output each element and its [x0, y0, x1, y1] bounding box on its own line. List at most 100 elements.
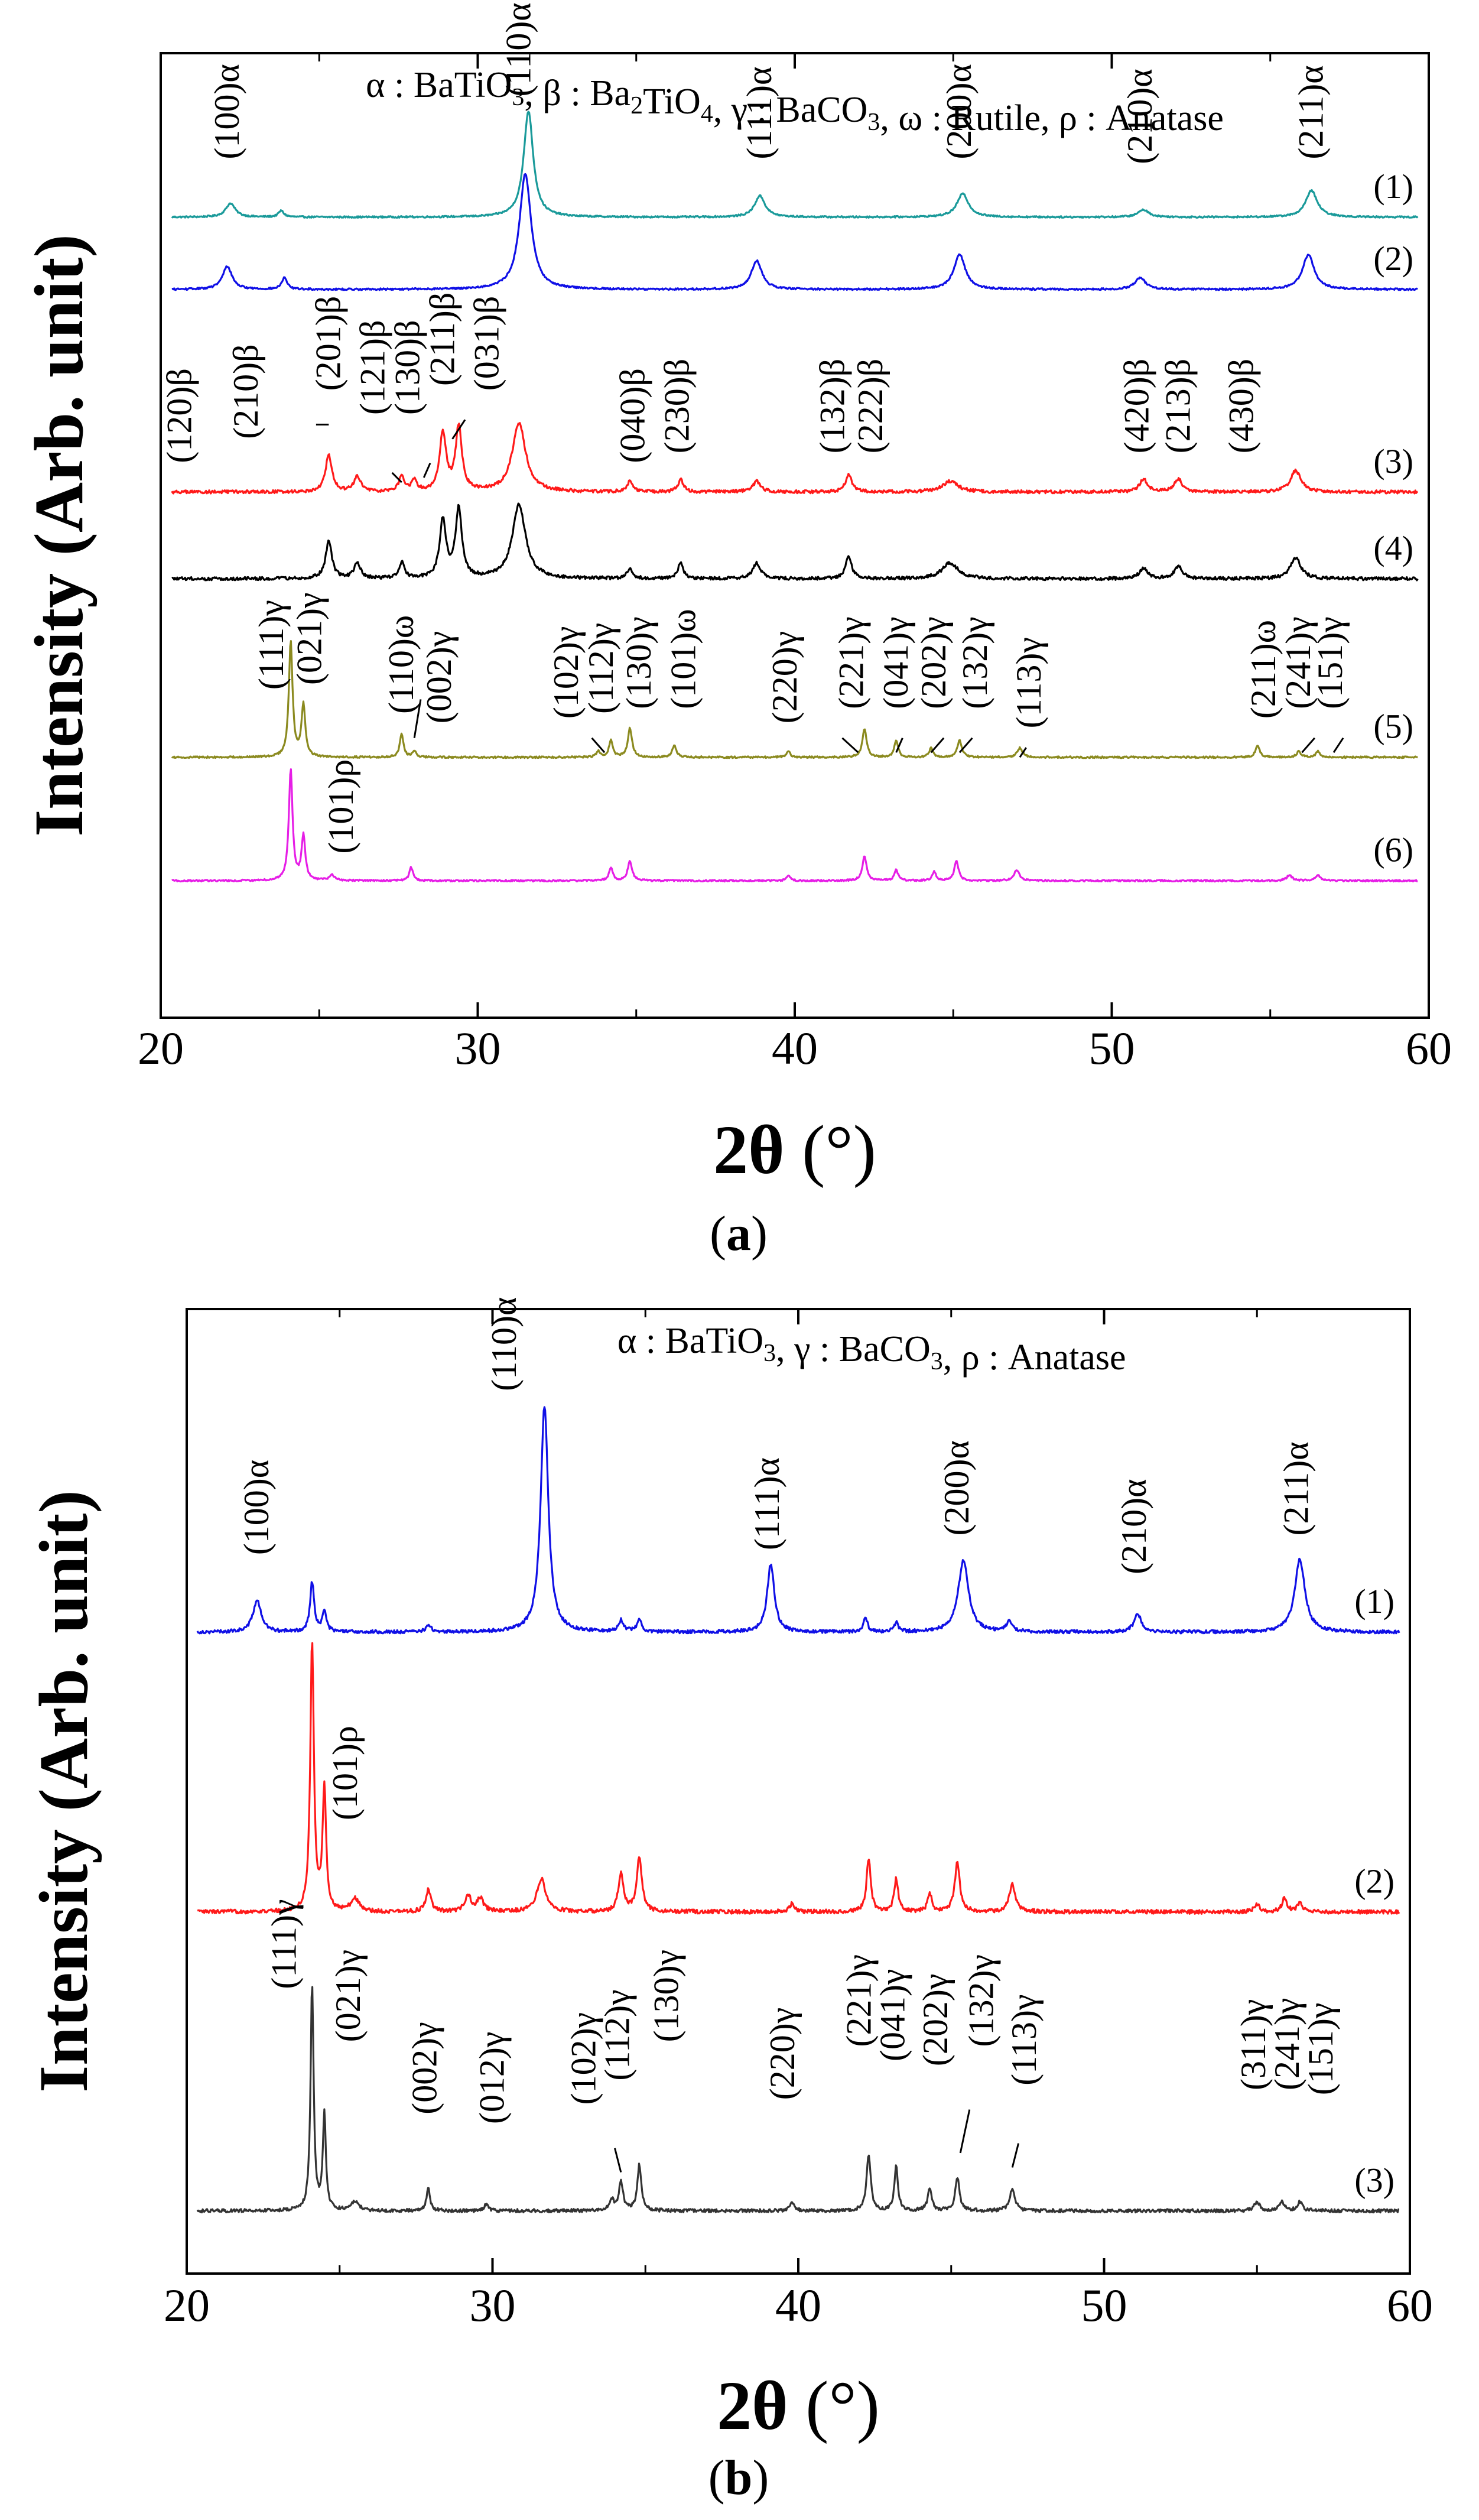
peak-label: (111)γ: [252, 600, 291, 690]
series-line: [171, 639, 1418, 759]
trace-label: (2): [1354, 1862, 1395, 1900]
leader-line: [841, 737, 859, 754]
peak-label: (120)β: [160, 368, 199, 463]
peak-label: (211)ω: [1244, 620, 1283, 719]
peak-label: (210)α: [1120, 69, 1159, 164]
leader-line: [959, 2109, 971, 2154]
x-axis-label: 2θ (°): [717, 2367, 880, 2444]
series-line: [171, 111, 1419, 219]
series-line: [171, 422, 1419, 495]
peak-label: (111)α: [747, 1457, 786, 1550]
peak-label: (130)γ: [619, 616, 658, 709]
peak-label: (102)γ: [564, 2012, 603, 2105]
peak-label: (110)ω: [382, 615, 421, 714]
peak-label: (210)β: [226, 344, 265, 439]
peak-label: (041)γ: [876, 616, 915, 709]
legend-text: TiO: [643, 82, 701, 122]
x-tick-label: 40: [775, 2279, 821, 2331]
peak-label: (230)β: [658, 359, 697, 454]
x-tick-label: 30: [455, 1022, 501, 1074]
trace-label: (1): [1354, 1582, 1395, 1621]
peak-label: (211)β: [423, 293, 462, 386]
legend-text: , β : Ba: [524, 73, 630, 113]
peak-label: (021)γ: [329, 1950, 368, 2042]
leader-line: [895, 738, 903, 753]
trace-label: (3): [1354, 2161, 1395, 2199]
peak-label: (132)γ: [955, 616, 994, 709]
legend-subscript: 3: [867, 109, 880, 136]
legend-subscript: 2: [630, 92, 643, 119]
legend-text: , ρ : Anatase: [943, 1337, 1126, 1378]
x-tick-label: 50: [1081, 2279, 1127, 2331]
peak-label: (241)γ: [1267, 1998, 1306, 2090]
series-line: [197, 1642, 1400, 1915]
legend-text: , ω : Rutile, ρ : Anatase: [880, 98, 1223, 138]
peak-label: (110)α: [499, 2, 538, 96]
panel-a: 20 30 40 50 60(1)(2)(3)(4)(5)(6)α : BaTiO3, …: [20, 2, 1452, 1261]
x-axis-label: 2θ (°): [713, 1111, 876, 1188]
peak-label: (002)γ: [405, 2022, 444, 2114]
peak-label: (113)γ: [1009, 637, 1048, 728]
x-tick-label: 20: [138, 1022, 184, 1074]
x-axis-label-unit: (°): [802, 1111, 876, 1188]
leader-line: [1019, 747, 1027, 758]
peak-label: (201)β: [308, 296, 347, 391]
peak-label: (112)γ: [581, 623, 620, 714]
y-axis-label: Intensity (Arb. unit): [25, 1490, 102, 2092]
peak-label: (101)ρ: [321, 759, 360, 854]
panel-label: (a): [710, 1206, 768, 1261]
x-axis-label-theta: 2θ: [713, 1111, 802, 1188]
peak-label: (222)β: [851, 359, 890, 454]
peak-label: (200)α: [940, 64, 979, 159]
peak-label: (021)γ: [290, 592, 329, 684]
leader-line: [422, 462, 431, 478]
peak-label: (012)γ: [472, 2032, 511, 2124]
peak-label: (113)γ: [1005, 1995, 1044, 2086]
peak-label: (040)β: [613, 368, 652, 463]
peak-label: (213)β: [1158, 359, 1197, 454]
peak-label: (241)γ: [1279, 616, 1318, 709]
x-axis-label-theta: 2θ: [717, 2367, 805, 2444]
peak-label: (202)γ: [914, 616, 953, 709]
peak-label: (220)γ: [765, 631, 804, 723]
peak-label: (102)γ: [547, 626, 586, 719]
leader-line: [614, 2148, 622, 2173]
peak-label: (100)α: [207, 64, 246, 159]
plot-frame: [160, 52, 1430, 1019]
peak-label: (151)γ: [1301, 2003, 1340, 2095]
x-tick-label: 50: [1089, 1022, 1135, 1074]
panel-label-letter: b: [725, 2450, 753, 2505]
peak-label: (112)γ: [598, 1989, 637, 2080]
trace-label: (4): [1373, 529, 1413, 567]
peak-label: (132)γ: [961, 1954, 1000, 2047]
legend-text: α : BaTiO: [366, 65, 512, 105]
x-tick-label: 20: [164, 2279, 210, 2331]
peak-label: (311)γ: [1234, 1999, 1273, 2090]
peak-label: (130)γ: [646, 1950, 685, 2042]
peak-label: (151)γ: [1311, 616, 1350, 709]
peak-label: (111)γ: [265, 1899, 304, 1989]
legend-subscript: 3: [763, 1340, 776, 1367]
x-tick-label: 30: [470, 2279, 516, 2331]
legend-subscript: 3: [931, 1348, 943, 1375]
peak-label: (420)β: [1117, 359, 1156, 454]
plot-frame: [186, 1308, 1411, 2275]
peak-label: (221)γ: [832, 616, 871, 709]
trace-label: (3): [1373, 442, 1413, 480]
peak-label: (101)ρ: [326, 1726, 365, 1820]
panel-label: (b): [708, 2450, 769, 2505]
legend-text: , γ : BaCO: [713, 90, 868, 130]
leader-line: [1332, 737, 1344, 754]
peak-label: (100)α: [237, 1460, 276, 1555]
peak-label: (041)γ: [873, 1969, 912, 2061]
peak-label: (211)α: [1292, 65, 1331, 159]
peak-label: (220)γ: [763, 2008, 802, 2100]
series-line: [171, 502, 1419, 582]
leader-line: [1011, 2143, 1020, 2168]
y-axis-label: Intensity (Arb. unit): [20, 234, 97, 836]
peak-label: (111)α: [740, 67, 779, 160]
trace-label: (2): [1373, 239, 1413, 278]
peak-label: (211)α: [1276, 1441, 1315, 1535]
peak-label: (430)β: [1222, 359, 1261, 454]
